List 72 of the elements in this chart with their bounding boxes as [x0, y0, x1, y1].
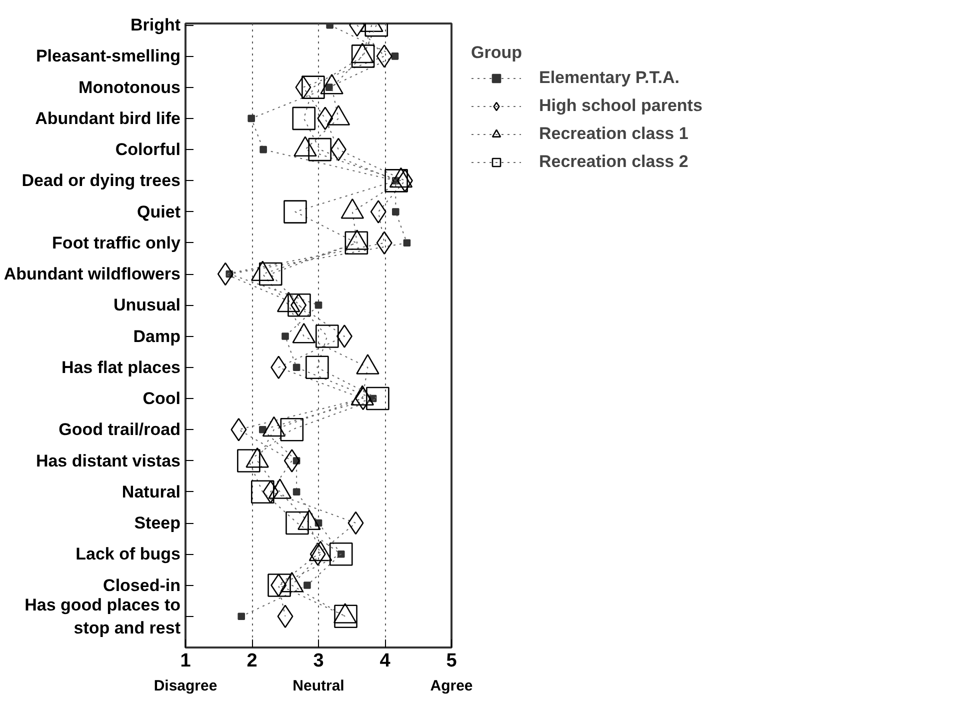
- point: [292, 106, 316, 130]
- point: [392, 208, 400, 216]
- point: [370, 200, 386, 224]
- point: [288, 294, 311, 317]
- point: [286, 511, 309, 535]
- legend-label: Recreation class 2: [539, 152, 688, 172]
- y-tick-label: Colorful: [115, 140, 181, 160]
- point: [366, 386, 390, 410]
- x-tick-label: 2: [246, 650, 258, 672]
- point: [292, 364, 300, 372]
- y-tick-label: Has flat places: [61, 358, 181, 377]
- y-tick-label: Pleasant-smelling: [36, 46, 181, 66]
- text: Agree: [430, 678, 473, 694]
- y-tick-label: Steep: [134, 514, 181, 533]
- point: [304, 582, 311, 589]
- y-tick-label: Natural: [122, 482, 181, 502]
- y-tick-label: Foot traffic only: [52, 233, 182, 252]
- point: [258, 262, 282, 286]
- y-tick-label: Bright: [130, 16, 181, 35]
- point: [384, 169, 408, 192]
- point: [403, 239, 411, 247]
- point: [308, 138, 332, 162]
- y-tick-label: Good trail/road: [58, 420, 181, 440]
- point: [315, 324, 339, 348]
- point: [268, 574, 291, 597]
- legend-label: High school parents: [539, 96, 702, 116]
- point: [391, 52, 399, 60]
- point: [396, 169, 413, 192]
- point: [334, 604, 358, 628]
- x-tick-label: 5: [446, 650, 458, 672]
- point: [292, 488, 300, 496]
- legend-label: Elementary P.T.A.: [539, 68, 680, 88]
- point: [351, 44, 375, 68]
- point: [284, 200, 307, 224]
- point: [270, 574, 287, 597]
- y-tick-label: Has good places to stop and rest: [24, 595, 181, 638]
- y-tick-label: Unusual: [113, 296, 180, 315]
- y-tick-label: Monotonous: [78, 78, 180, 97]
- point: [336, 324, 352, 348]
- point: [237, 449, 260, 472]
- point: [306, 356, 329, 380]
- point: [248, 114, 255, 122]
- point: [290, 294, 307, 317]
- legend-label: Recreation class 1: [539, 124, 688, 144]
- point: [314, 302, 322, 309]
- y-tick-label: Quiet: [137, 202, 181, 222]
- y-tick-label: Cool: [142, 389, 181, 408]
- point: [376, 44, 392, 68]
- y-tick-label: Lack of bugs: [76, 544, 181, 564]
- point: [282, 332, 289, 340]
- y-tick-label: Closed-in: [103, 576, 181, 595]
- y-tick-label: Dead or dying trees: [22, 171, 181, 190]
- point: [250, 480, 274, 504]
- text: Disagree: [154, 678, 218, 694]
- point: [329, 542, 353, 566]
- text: Neutral: [292, 678, 344, 694]
- legend-title: Group: [471, 43, 523, 63]
- point: [284, 449, 300, 472]
- point: [344, 231, 368, 255]
- point: [302, 76, 325, 99]
- point: [280, 418, 304, 442]
- point: [295, 76, 312, 99]
- y-tick-label: Damp: [133, 326, 181, 346]
- y-tick-label: Has distant vistas: [36, 451, 181, 470]
- y-tick-label: Abundant bird life: [35, 108, 181, 128]
- y-tick-label: Abundant wildflowers: [4, 264, 180, 284]
- x-tick-label: 1: [180, 650, 192, 672]
- x-tick-label: 3: [313, 650, 324, 672]
- point: [238, 612, 246, 620]
- point: [260, 146, 267, 154]
- point: [258, 426, 266, 434]
- x-tick-label: 4: [380, 650, 391, 672]
